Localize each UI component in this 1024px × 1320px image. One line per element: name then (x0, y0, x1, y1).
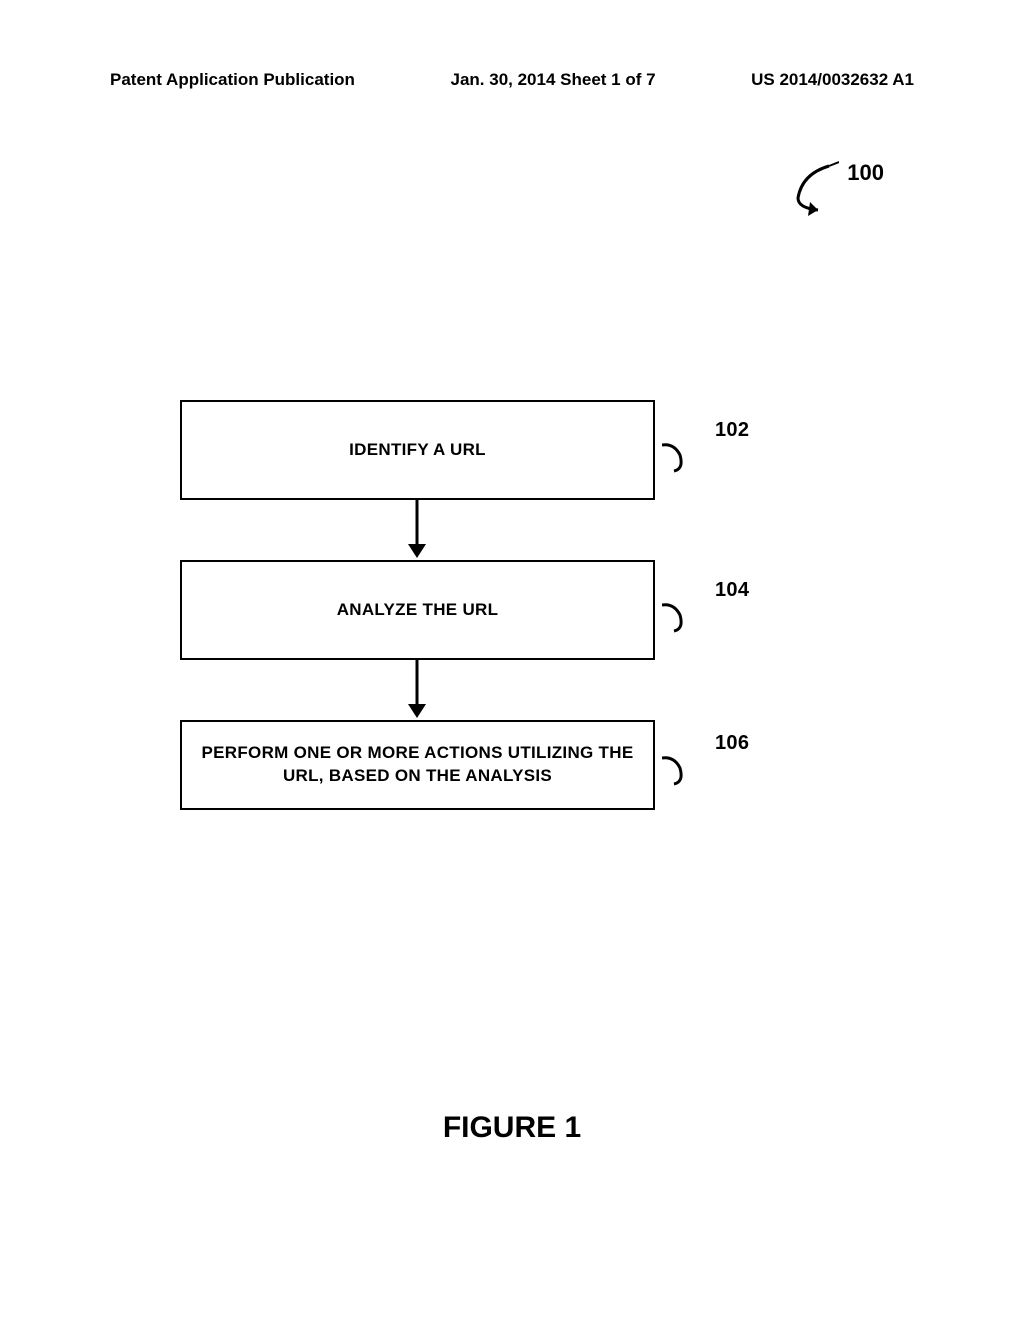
ref-squiggle-icon (662, 437, 707, 477)
ref-number: 104 (715, 577, 749, 604)
down-arrow-icon (180, 660, 655, 720)
ref-number: 106 (715, 730, 749, 757)
header-right: US 2014/0032632 A1 (751, 70, 914, 90)
header-center: Jan. 30, 2014 Sheet 1 of 7 (451, 70, 656, 90)
ref-squiggle-icon (662, 750, 707, 790)
ref-squiggle-icon (662, 597, 707, 637)
flow-box-perform: PERFORM ONE OR MORE ACTIONS UTILIZING TH… (180, 720, 655, 810)
down-arrow-icon (180, 500, 655, 560)
flow-box-label: ANALYZE THE URL (337, 599, 499, 622)
flow-box-analyze: ANALYZE THE URL 104 (180, 560, 655, 660)
flow-box-identify: IDENTIFY A URL 102 (180, 400, 655, 500)
page-header: Patent Application Publication Jan. 30, … (0, 70, 1024, 90)
header-left: Patent Application Publication (110, 70, 355, 90)
ref-connector-104: 104 (662, 597, 749, 637)
flowchart: IDENTIFY A URL 102 ANALYZE THE URL 104 (180, 400, 720, 810)
figure-ref-number: 100 (847, 160, 884, 186)
arrow-1 (180, 500, 655, 560)
flow-box-label: IDENTIFY A URL (349, 439, 486, 462)
flow-box-label: PERFORM ONE OR MORE ACTIONS UTILIZING TH… (198, 742, 637, 788)
figure-ref-arrow-icon (784, 160, 839, 220)
ref-connector-102: 102 (662, 437, 749, 477)
ref-connector-106: 106 (662, 750, 749, 790)
figure-title: FIGURE 1 (0, 1111, 1024, 1145)
ref-number: 102 (715, 417, 749, 444)
arrow-2 (180, 660, 655, 720)
figure-reference-100: 100 (784, 160, 884, 220)
